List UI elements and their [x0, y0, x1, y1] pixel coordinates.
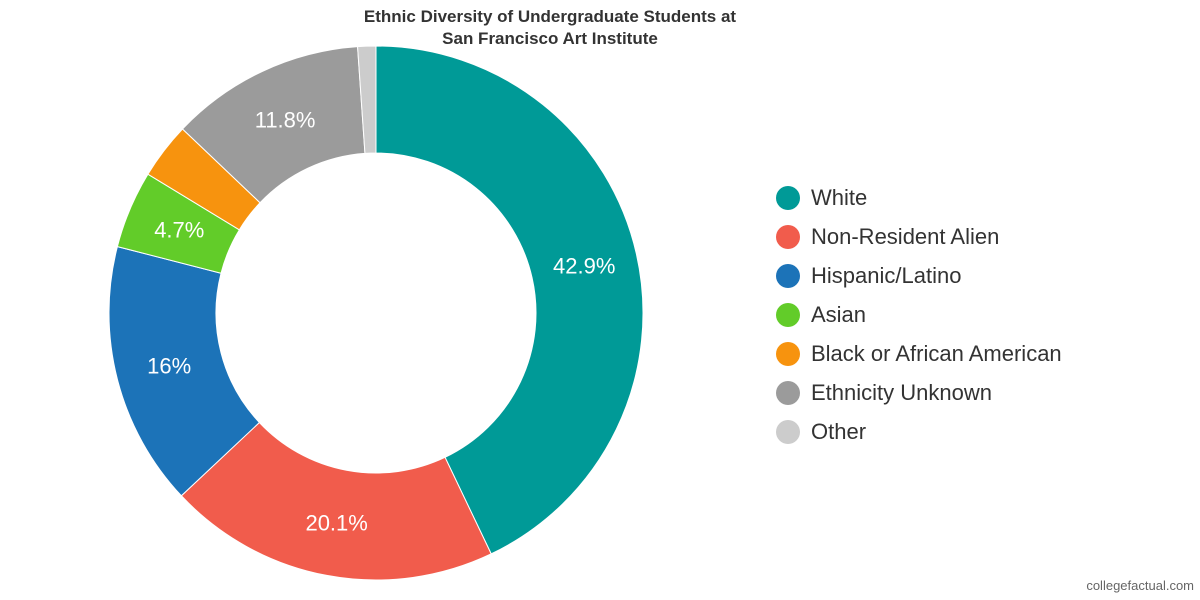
legend-swatch-black-or-african-american [776, 341, 800, 366]
donut-chart: 42.9% 20.1% 16% 4.7% 11.8% [108, 45, 644, 581]
slice-labels: 42.9% 20.1% 16% 4.7% 11.8% [147, 107, 615, 535]
legend-swatch-white [776, 185, 800, 210]
legend-swatch-other [776, 419, 800, 444]
slice-white [375, 45, 644, 555]
legend-swatch-ethnicity-unknown [776, 380, 800, 405]
legend-item-white[interactable]: White [776, 178, 1062, 217]
slice-other [357, 45, 377, 154]
legend-label-non-resident-alien: Non-Resident Alien [811, 223, 1000, 249]
legend-label-hispanic-latino: Hispanic/Latino [811, 262, 962, 288]
legend-label-other: Other [811, 418, 867, 444]
legend-item-ethnicity-unknown[interactable]: Ethnicity Unknown [776, 373, 1062, 412]
slice-label-white: 42.9% [553, 253, 615, 278]
legend-item-asian[interactable]: Asian [776, 295, 1062, 334]
chart-title-line-2: San Francisco Art Institute [442, 29, 658, 48]
legend-label-black-or-african-american: Black or African American [811, 340, 1062, 366]
legend-swatch-asian [776, 302, 800, 327]
slice-label-hispanic-latino: 16% [147, 354, 191, 379]
donut-slices [108, 45, 644, 581]
source-credit: collegefactual.com [1086, 578, 1194, 593]
legend-label-asian: Asian [811, 301, 867, 327]
legend-label-white: White [811, 184, 868, 210]
legend-item-non-resident-alien[interactable]: Non-Resident Alien [776, 217, 1062, 256]
slice-non-resident-alien [180, 421, 492, 581]
slice-label-asian: 4.7% [154, 218, 204, 243]
slice-label-ethnicity-unknown: 11.8% [255, 107, 316, 132]
slice-label-non-resident-alien: 20.1% [305, 510, 367, 535]
legend-label-ethnicity-unknown: Ethnicity Unknown [811, 379, 992, 405]
legend-item-other[interactable]: Other [776, 412, 1062, 451]
chart-title-line-1: Ethnic Diversity of Undergraduate Studen… [363, 7, 737, 26]
chart-legend: White Non-Resident Alien Hispanic/Latino As… [776, 178, 1062, 451]
chart-title: Ethnic Diversity of Undergraduate Studen… [0, 6, 1100, 50]
legend-swatch-non-resident-alien [776, 224, 800, 249]
legend-swatch-hispanic-latino [776, 263, 800, 288]
legend-item-black-or-african-american[interactable]: Black or African American [776, 334, 1062, 373]
legend-item-hispanic-latino[interactable]: Hispanic/Latino [776, 256, 1062, 295]
